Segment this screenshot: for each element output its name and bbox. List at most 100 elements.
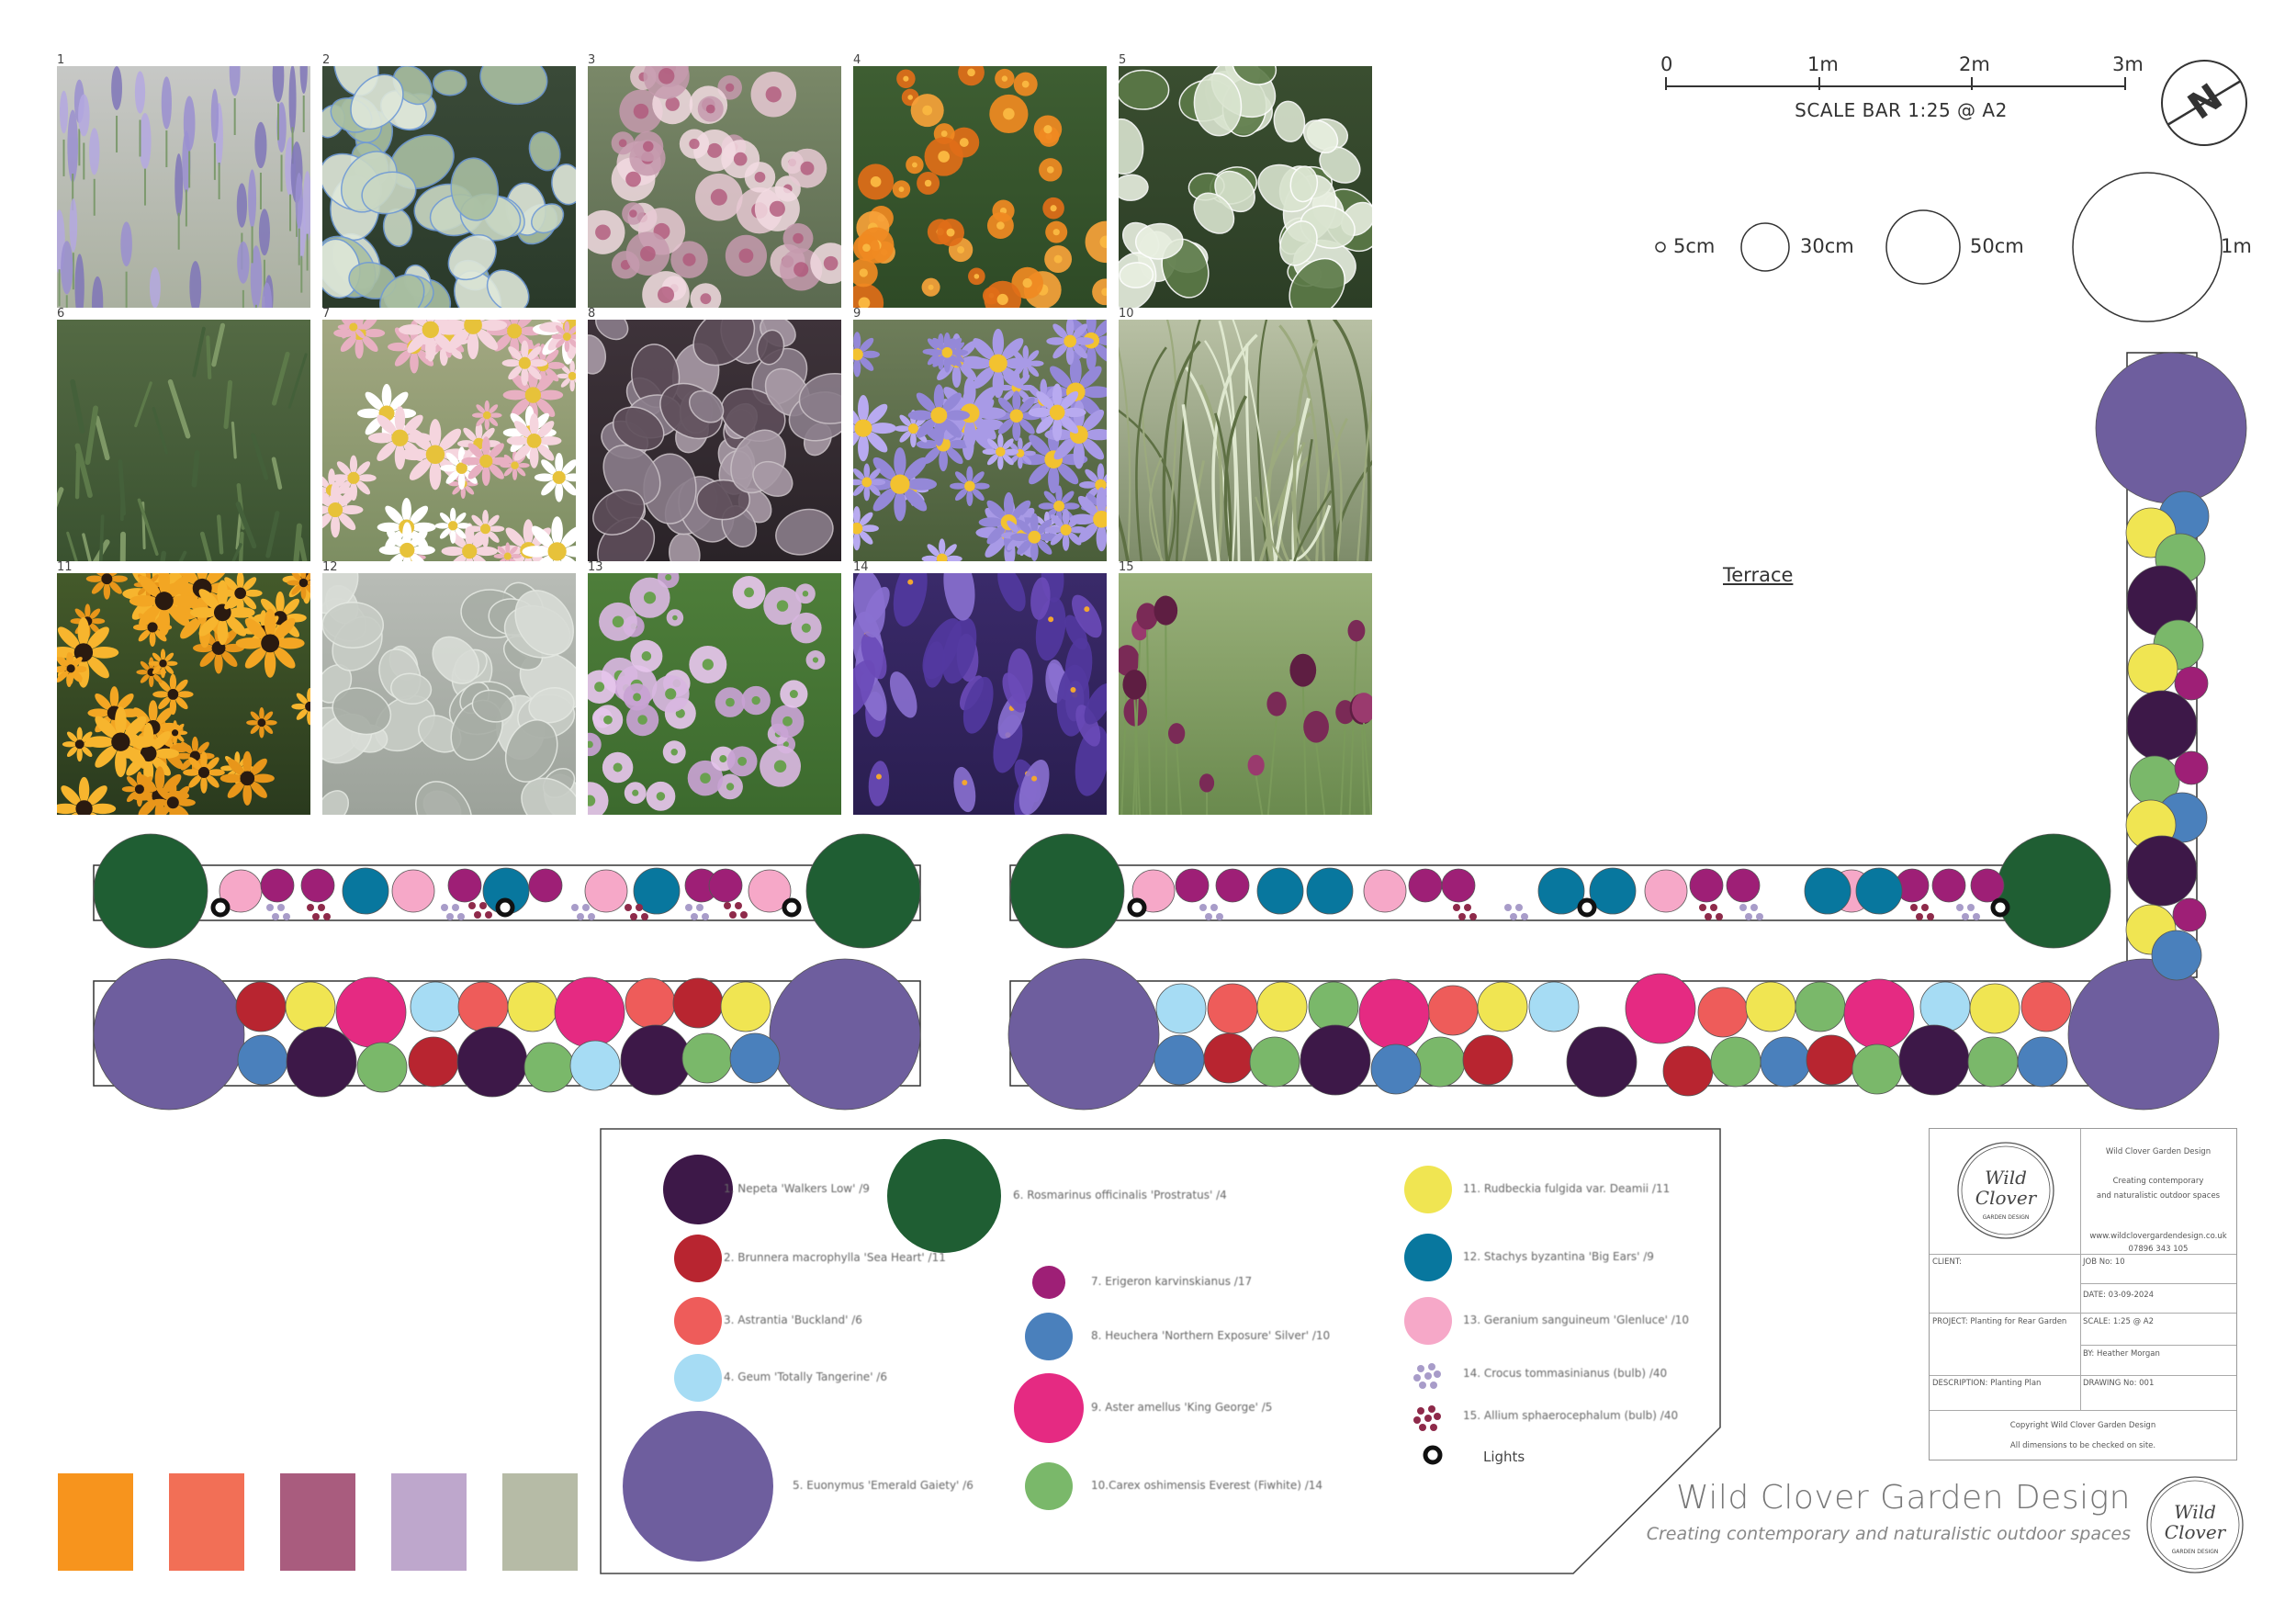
plant-brunnera xyxy=(672,977,724,1029)
photo-number: 9 xyxy=(853,307,861,321)
plant-photo-astrantia xyxy=(588,66,841,308)
bulb-allium xyxy=(1699,904,1706,911)
legend-symbol-geum xyxy=(674,1354,722,1402)
plant-erigeron xyxy=(300,868,335,903)
photo-number: 13 xyxy=(588,560,603,574)
legend-symbol-crocus xyxy=(1419,1382,1426,1389)
legend-symbol-euonymus xyxy=(623,1411,773,1562)
plant-rudbeckia xyxy=(2125,799,2177,851)
legend-symbol-carex xyxy=(1025,1462,1073,1510)
legend-label-rosmarinus: 6. Rosmarinus officinalis 'Prostratus' /… xyxy=(1013,1189,1227,1201)
bulb-crocus xyxy=(1739,904,1747,911)
colour-swatch xyxy=(169,1473,244,1571)
legend-label-astrantia: 3. Astrantia 'Buckland' /6 xyxy=(724,1314,862,1326)
bed-bottom-right xyxy=(1009,980,2113,1087)
plant-rudbeckia xyxy=(1969,983,2020,1034)
bulb-crocus xyxy=(1515,904,1523,911)
legend-symbol-rosmarinus xyxy=(887,1139,1001,1253)
bulb-crocus xyxy=(696,904,703,911)
plant-astrantia xyxy=(457,981,509,1032)
bulb-crocus xyxy=(1750,904,1758,911)
plant-euonymus xyxy=(2095,352,2247,504)
plant-nepeta xyxy=(620,1024,692,1096)
legend-label-euonymus: 5. Euonymus 'Emerald Gaiety' /6 xyxy=(793,1479,974,1492)
tb-by: BY: Heather Morgan xyxy=(2083,1349,2160,1359)
plant-rudbeckia xyxy=(2127,643,2178,694)
plant-erigeron xyxy=(1970,868,2005,903)
brand-block: Wild Clover Garden Design Creating conte… xyxy=(1616,1479,2131,1544)
legend-symbol-aster xyxy=(1014,1373,1084,1443)
plant-photo-crocus xyxy=(853,573,1107,815)
bulb-crocus xyxy=(1210,904,1218,911)
bulb-crocus xyxy=(283,913,290,920)
tb-logo-top: Wild xyxy=(1985,1167,2027,1189)
tb-tagline-2: and naturalistic outdoor spaces xyxy=(2096,1191,2221,1201)
bulb-allium xyxy=(1458,913,1466,920)
title-block: Wild Clover GARDEN DESIGN Wild Clover Ga… xyxy=(1929,1128,2237,1460)
tb-company: Wild Clover Garden Design xyxy=(2105,1147,2212,1156)
plant-carex xyxy=(1249,1036,1300,1088)
plant-carex xyxy=(2129,755,2180,806)
photo-number: 10 xyxy=(1119,307,1134,321)
plant-geranium xyxy=(1644,869,1688,913)
bulb-allium xyxy=(636,904,643,911)
brand-logo-bottom: Clover xyxy=(2165,1521,2227,1543)
bulb-allium xyxy=(1921,904,1929,911)
plant-carex xyxy=(1795,981,1846,1032)
bulb-crocus xyxy=(446,913,454,920)
light-icon xyxy=(495,897,515,918)
bulb-allium xyxy=(479,902,487,909)
legend-label-geranium: 13. Geranium sanguineum 'Glenluce' /10 xyxy=(1463,1314,1690,1326)
bulb-allium xyxy=(1464,904,1471,911)
size-circle-30cm xyxy=(1740,222,1790,272)
bulb-allium xyxy=(323,913,331,920)
plant-nepeta xyxy=(456,1026,528,1098)
plant-geranium xyxy=(1363,869,1407,913)
scale-tick-3m: 3m xyxy=(2112,53,2144,75)
bed-top-left xyxy=(93,864,921,921)
photo-number: 3 xyxy=(588,53,596,67)
size-circle-1m xyxy=(2072,172,2223,322)
legend-symbol-geranium xyxy=(1404,1297,1452,1345)
bulb-crocus xyxy=(691,913,698,920)
photo-number: 5 xyxy=(1119,53,1127,67)
bulb-allium xyxy=(1453,904,1460,911)
bulb-crocus xyxy=(457,913,465,920)
bulb-crocus xyxy=(1199,904,1207,911)
photo-number: 12 xyxy=(322,560,338,574)
plant-carex xyxy=(2155,533,2206,584)
plant-stachys xyxy=(1589,867,1637,915)
colour-swatch xyxy=(280,1473,355,1571)
legend-symbol-allium xyxy=(1434,1413,1441,1420)
plant-geranium xyxy=(219,869,263,913)
plant-erigeron xyxy=(1931,868,1966,903)
plant-carex xyxy=(523,1042,575,1093)
plant-aster xyxy=(1358,978,1430,1050)
plant-rosmarinus xyxy=(1009,833,1125,949)
plant-brunnera xyxy=(1662,1045,1714,1097)
plant-carex xyxy=(1967,1036,2019,1088)
plant-heuchera xyxy=(237,1034,288,1086)
legend-label-crocus: 14. Crocus tommasinianus (bulb) /40 xyxy=(1463,1367,1668,1380)
size-label-30cm: 30cm xyxy=(1800,235,1854,257)
plant-geranium xyxy=(748,869,792,913)
legend-lights-label: Lights xyxy=(1483,1449,1525,1465)
plant-carex xyxy=(1851,1043,1903,1095)
plant-rosmarinus xyxy=(805,833,921,949)
scale-bar: 0 1m 2m 3m SCALE BAR 1:25 @ A2 xyxy=(1660,53,2144,136)
bulb-allium xyxy=(1705,913,1712,920)
legend-symbol-allium xyxy=(1417,1407,1424,1415)
plant-photo-heuchera xyxy=(588,320,841,561)
plant-photo-carex xyxy=(1119,320,1372,561)
plant-astrantia xyxy=(2020,981,2072,1032)
bulb-crocus xyxy=(571,904,579,911)
bulb-crocus xyxy=(1205,913,1212,920)
tb-tagline-1: Creating contemporary xyxy=(2112,1177,2204,1186)
legend-symbol-crocus xyxy=(1424,1372,1432,1380)
plant-stachys xyxy=(633,867,681,915)
plant-photo-allium xyxy=(1119,573,1372,815)
tb-description: DESCRIPTION: Planting Plan xyxy=(1932,1379,2042,1388)
bed-top-right xyxy=(1009,864,2021,921)
bulb-crocus xyxy=(272,913,279,920)
plant-erigeron xyxy=(1441,868,1476,903)
